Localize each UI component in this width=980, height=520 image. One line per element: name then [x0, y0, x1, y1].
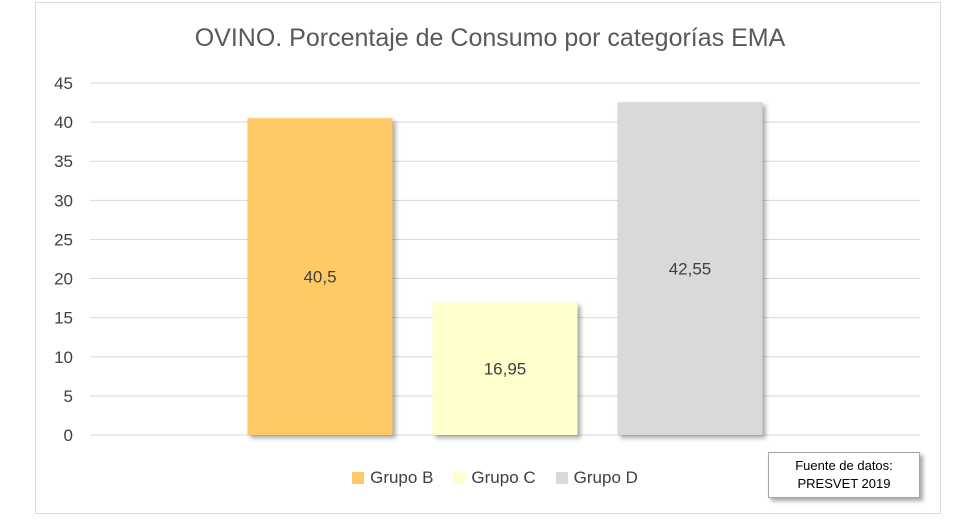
legend-label: Grupo B	[370, 468, 434, 487]
y-tick-label: 5	[64, 387, 73, 406]
data-labels: 40,5 16,95 42,55	[303, 260, 711, 379]
legend-swatch-grupo-b	[352, 472, 365, 484]
data-label: 42,55	[669, 260, 712, 279]
bars	[247, 102, 763, 436]
source-line-2: PRESVET 2019	[797, 476, 891, 491]
legend-item-grupo-d: Grupo D	[555, 468, 638, 488]
source-note: Fuente de datos: PRESVET 2019	[768, 452, 920, 498]
y-tick-label: 15	[54, 309, 73, 328]
legend-item-grupo-c: Grupo C	[453, 468, 536, 488]
bar-grupo-b	[247, 118, 393, 435]
y-tick-label: 30	[54, 191, 73, 210]
y-tick-label: 40	[54, 113, 73, 132]
y-tick-label: 25	[54, 230, 73, 249]
legend-item-grupo-b: Grupo B	[352, 468, 433, 488]
y-tick-label: 0	[64, 426, 73, 445]
y-tick-label: 20	[54, 270, 73, 289]
y-axis: 0 5 10 15 20 25 30 35 40 45	[54, 74, 73, 445]
legend-label: Grupo C	[471, 468, 536, 487]
y-tick-label: 45	[54, 74, 73, 93]
bar-grupo-d	[617, 102, 763, 436]
y-tick-label: 35	[54, 152, 73, 171]
data-label: 16,95	[484, 360, 527, 379]
legend-swatch-grupo-c	[453, 472, 466, 484]
legend-label: Grupo D	[573, 468, 638, 487]
chart-title: OVINO. Porcentaje de Consumo por categor…	[194, 24, 786, 52]
legend: Grupo B Grupo C Grupo D	[300, 468, 690, 488]
data-label: 40,5	[303, 268, 336, 287]
source-line-1: Fuente de datos:	[795, 458, 893, 473]
bar-grupo-c	[432, 302, 578, 435]
y-tick-label: 10	[54, 348, 73, 367]
legend-swatch-grupo-d	[555, 472, 568, 484]
